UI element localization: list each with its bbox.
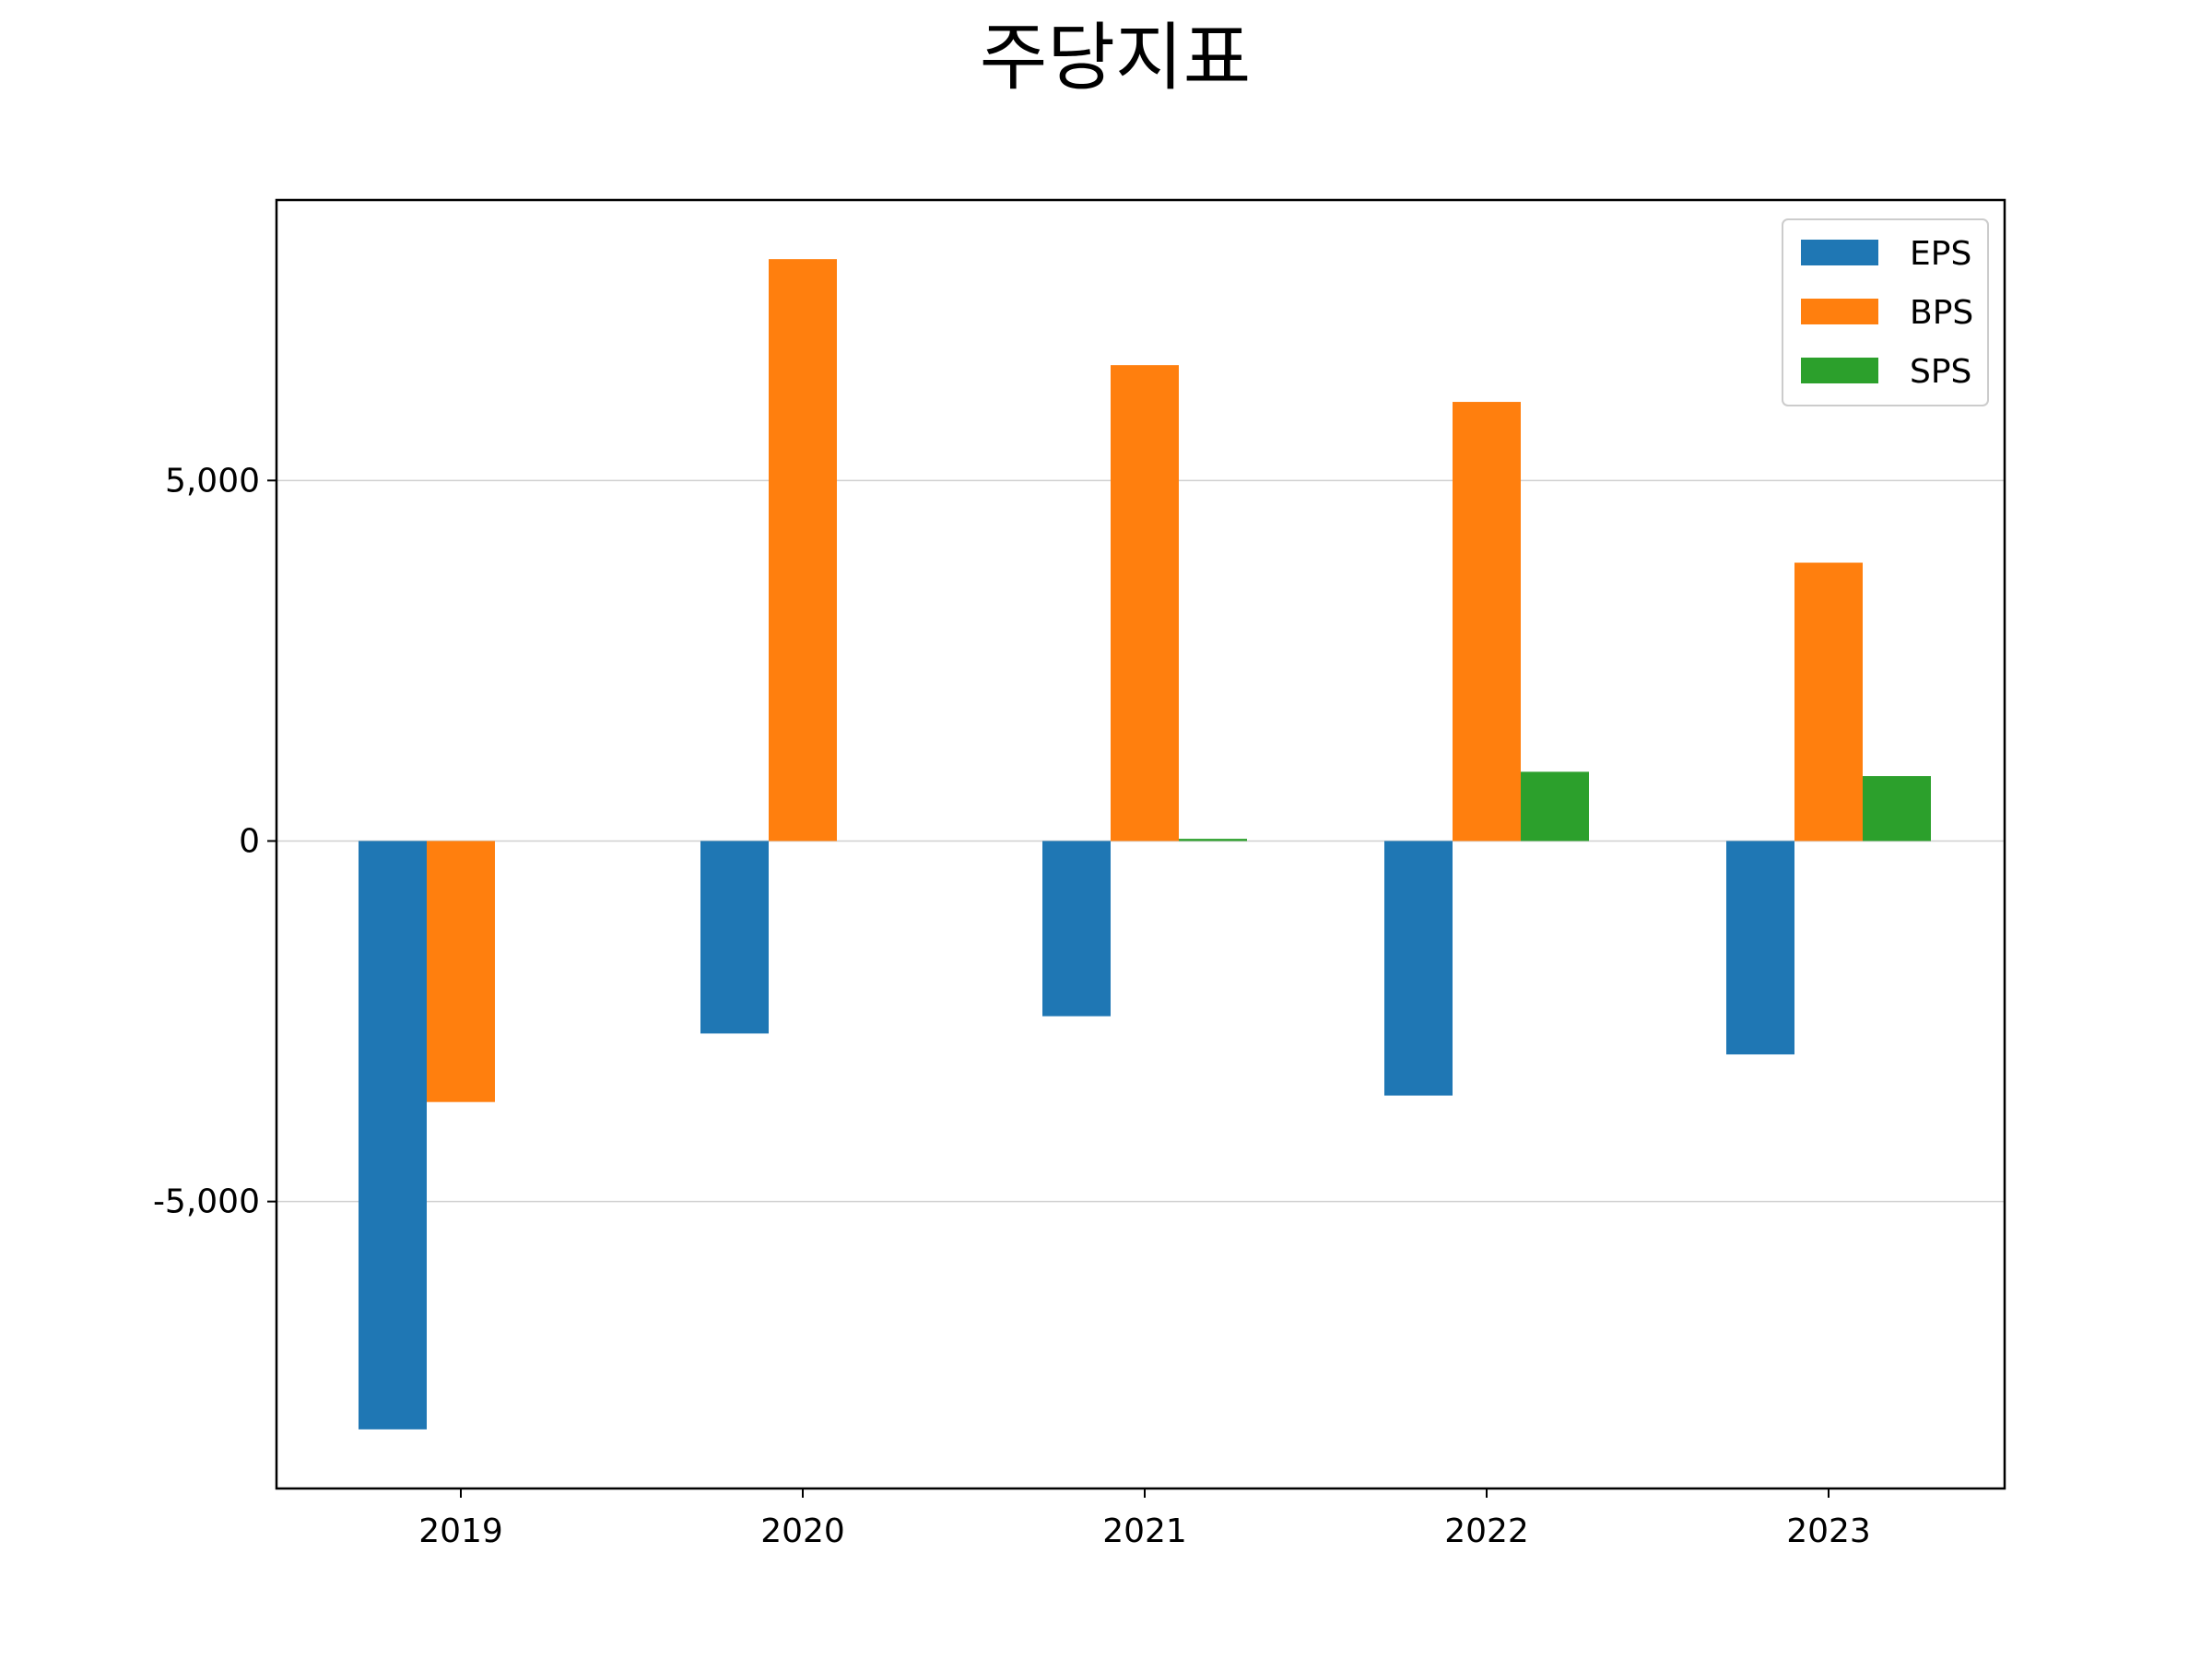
bar-sps-2023 [1863, 776, 1931, 841]
bar-eps-2020 [700, 841, 769, 1034]
x-tick-label: 2020 [760, 1512, 845, 1550]
bar-bps-2022 [1453, 402, 1521, 841]
legend-swatch-bps [1801, 299, 1878, 324]
x-tick-label: 2022 [1444, 1512, 1529, 1550]
x-tick-label: 2021 [1102, 1512, 1187, 1550]
y-axis: -5,000 0 5,000 [153, 462, 276, 1221]
chart-title: 주당지표 [980, 15, 1251, 100]
bar-eps-2021 [1042, 841, 1111, 1017]
bar-eps-2023 [1726, 841, 1794, 1055]
legend-label-bps: BPS [1910, 294, 1973, 332]
bar-bps-2021 [1111, 365, 1179, 841]
bar-sps-2022 [1521, 771, 1589, 841]
legend: EPS BPS SPS [1782, 218, 1989, 406]
legend-label-eps: EPS [1910, 235, 1971, 273]
x-axis: 2019 2020 2021 2022 2023 [418, 1488, 1871, 1550]
legend-swatch-eps [1801, 240, 1878, 265]
bar-eps-2019 [359, 841, 427, 1430]
bars-layer [359, 259, 1931, 1430]
bar-eps-2022 [1384, 841, 1453, 1096]
plot-frame [275, 198, 2006, 1490]
bar-bps-2019 [427, 841, 495, 1102]
bar-bps-2020 [769, 259, 837, 841]
y-tick-label: -5,000 [153, 1183, 260, 1221]
bar-bps-2023 [1794, 562, 1863, 841]
legend-label-sps: SPS [1910, 353, 1971, 391]
x-tick-label: 2019 [418, 1512, 503, 1550]
y-tick-label: 5,000 [165, 462, 260, 500]
legend-swatch-sps [1801, 358, 1878, 383]
x-tick-label: 2023 [1786, 1512, 1871, 1550]
y-tick-label: 0 [239, 822, 260, 860]
bar-sps-2021 [1179, 839, 1247, 841]
